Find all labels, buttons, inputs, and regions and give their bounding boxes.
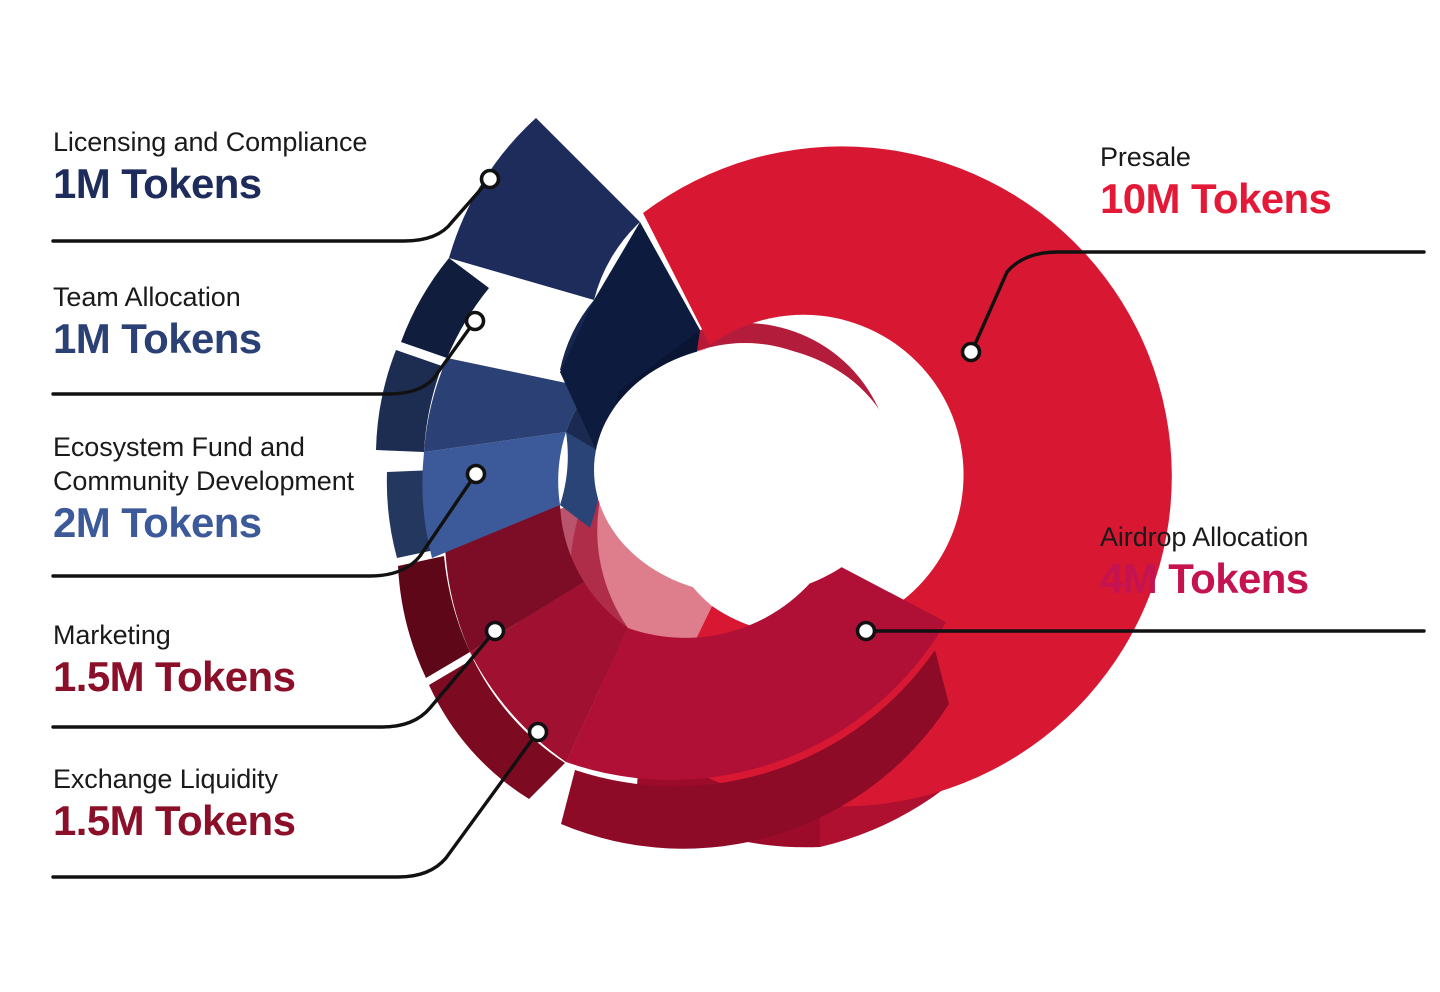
dot-airdrop bbox=[855, 620, 877, 642]
callout-value: 2M Tokens bbox=[53, 499, 262, 547]
donut-hole bbox=[594, 345, 898, 595]
dot-marketing bbox=[484, 620, 506, 642]
callout-value: 1M Tokens bbox=[53, 160, 262, 208]
callout-value: 10M Tokens bbox=[1100, 175, 1332, 223]
callout-value: 1.5M Tokens bbox=[53, 653, 296, 701]
dot-ecosystem bbox=[465, 463, 487, 485]
dot-team bbox=[464, 310, 486, 332]
slice-marketing[interactable] bbox=[398, 505, 584, 678]
dot-licensing bbox=[479, 168, 501, 190]
callout-value: 1M Tokens bbox=[53, 315, 262, 363]
callout-value: 4M Tokens bbox=[1100, 555, 1309, 603]
leader-line-presale bbox=[970, 250, 1426, 353]
callout-ecosystem-fund: Ecosystem Fund and Community Development… bbox=[53, 430, 473, 548]
callout-airdrop-allocation: Airdrop Allocation 4M Tokens bbox=[1100, 520, 1430, 604]
leader-line-licensing bbox=[51, 178, 491, 243]
leader-line-ecosystem bbox=[51, 473, 477, 578]
leader-lines bbox=[51, 178, 1426, 879]
callout-title: Airdrop Allocation bbox=[1100, 522, 1309, 552]
leader-line-team bbox=[51, 320, 476, 396]
callout-presale: Presale 10M Tokens bbox=[1100, 140, 1430, 224]
slice-exchange-liquidity[interactable] bbox=[429, 582, 628, 799]
callout-title: Exchange Liquidity bbox=[53, 764, 278, 794]
callout-exchange-liquidity: Exchange Liquidity 1.5M Tokens bbox=[53, 762, 473, 846]
callout-marketing: Marketing 1.5M Tokens bbox=[53, 618, 473, 702]
dot-presale bbox=[960, 341, 982, 363]
leader-line-marketing bbox=[51, 630, 496, 729]
dot-exchange bbox=[527, 721, 549, 743]
callout-title: Team Allocation bbox=[53, 282, 241, 312]
slice-ecosystem-fund[interactable] bbox=[386, 432, 602, 558]
callout-licensing-and-compliance: Licensing and Compliance 1M Tokens bbox=[53, 125, 473, 209]
callout-title: Presale bbox=[1100, 142, 1191, 172]
callout-title: Marketing bbox=[53, 620, 171, 650]
callout-team-allocation: Team Allocation 1M Tokens bbox=[53, 280, 473, 364]
leader-dots bbox=[464, 168, 982, 743]
callout-title: Licensing and Compliance bbox=[53, 127, 368, 157]
callout-value: 1.5M Tokens bbox=[53, 797, 296, 845]
callout-title: Ecosystem Fund and Community Development bbox=[53, 432, 355, 497]
leader-line-exchange bbox=[51, 731, 539, 879]
